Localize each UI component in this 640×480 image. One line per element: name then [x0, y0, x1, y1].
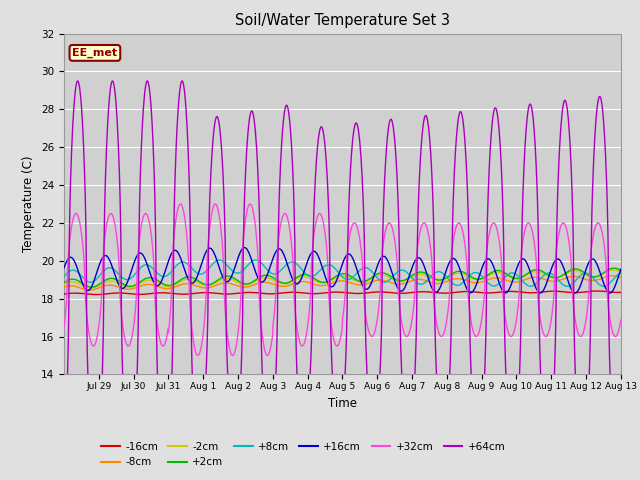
Legend: -16cm, -8cm, -2cm, +2cm, +8cm, +16cm, +32cm, +64cm: -16cm, -8cm, -2cm, +2cm, +8cm, +16cm, +3…: [97, 438, 509, 471]
Title: Soil/Water Temperature Set 3: Soil/Water Temperature Set 3: [235, 13, 450, 28]
Y-axis label: Temperature (C): Temperature (C): [22, 156, 35, 252]
X-axis label: Time: Time: [328, 396, 357, 409]
Text: EE_met: EE_met: [72, 48, 118, 58]
